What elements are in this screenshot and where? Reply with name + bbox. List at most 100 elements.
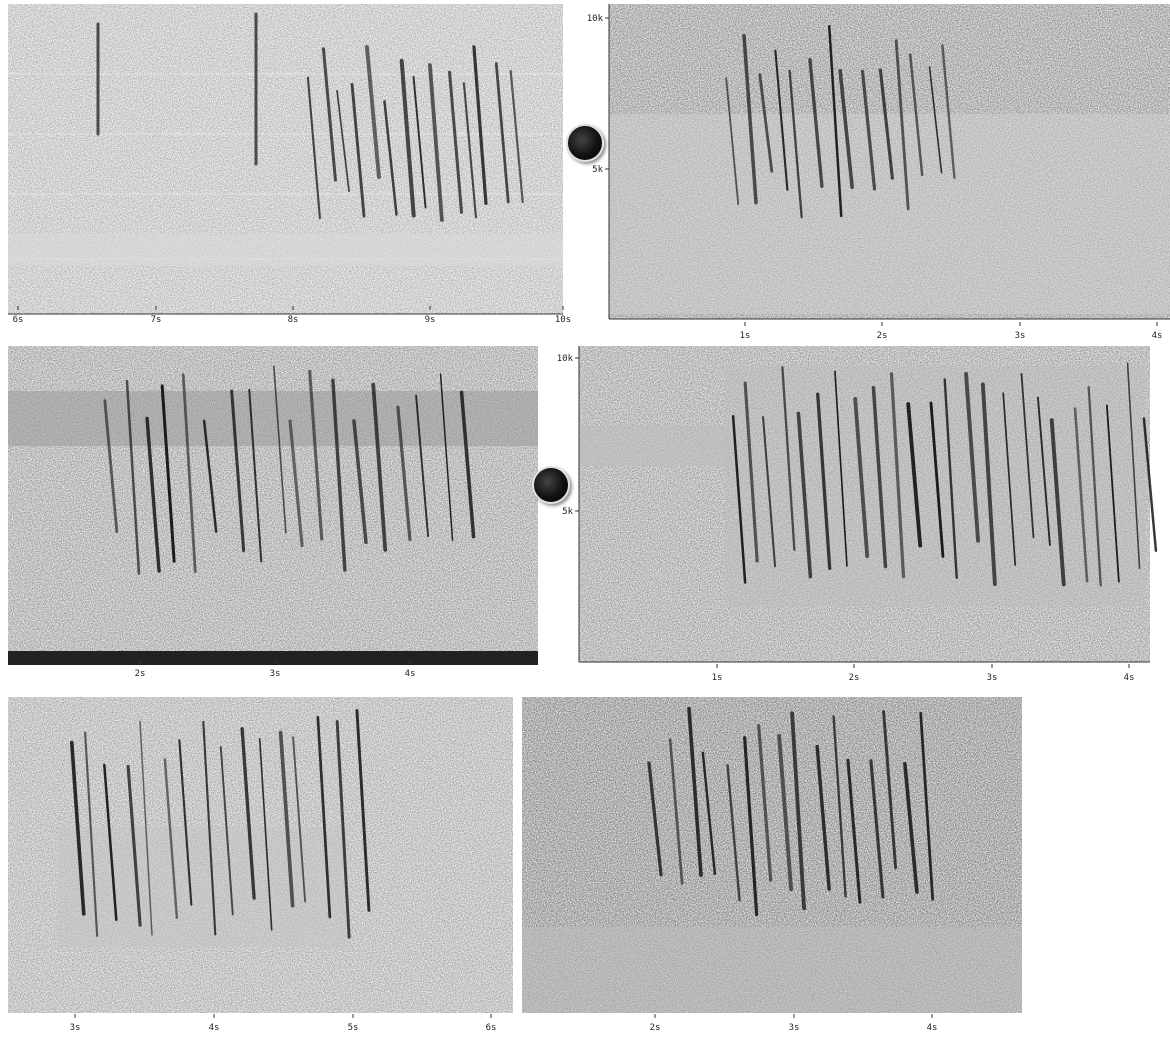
call-stroke: [832, 715, 847, 898]
call-stroke: [871, 385, 888, 569]
call-stroke: [878, 68, 894, 180]
x-tick-label: 6s: [13, 315, 24, 325]
play-button-1[interactable]: [566, 124, 604, 162]
call-stroke: [103, 763, 118, 922]
call-stroke: [448, 70, 464, 214]
call-stroke: [846, 758, 862, 904]
x-tick-label: 3s: [789, 1023, 800, 1033]
call-stroke: [439, 373, 454, 542]
call-stroke: [757, 723, 773, 882]
call-stroke: [906, 402, 923, 548]
call-stroke: [509, 69, 524, 204]
x-tick-label: 2s: [135, 669, 146, 679]
call-stroke: [202, 419, 218, 533]
call-stroke: [145, 416, 161, 573]
x-tick-label: 4s: [209, 1023, 220, 1033]
x-tick-label: 6s: [486, 1023, 497, 1033]
call-stroke: [69, 740, 86, 916]
call-stroke: [815, 744, 831, 891]
x-tick-label: 3s: [987, 673, 998, 683]
call-stroke: [248, 388, 263, 563]
call-stroke: [350, 82, 366, 218]
call-stroke: [316, 715, 332, 919]
call-stroke: [908, 53, 924, 177]
y-tick-label: 10k: [587, 14, 604, 24]
x-tick-label: 4s: [1152, 331, 1163, 341]
call-stroke: [364, 45, 381, 179]
call-stroke: [427, 63, 444, 222]
call-stroke: [943, 378, 958, 579]
spectrogram-panel-2: 10k 5k 1s 2s 3s 4s: [575, 4, 1170, 344]
call-stroke: [240, 727, 256, 900]
x-tick-label: 1s: [740, 331, 751, 341]
spectrogram-4: 10k 5k 1s 2s 3s 4s: [557, 346, 1158, 683]
call-stroke: [964, 372, 981, 543]
x-tick-label: 2s: [849, 673, 860, 683]
spectrogram-5: 3s 4s 5s 6s: [8, 697, 513, 1033]
call-stroke: [790, 711, 806, 911]
call-stroke: [774, 49, 789, 191]
spectrogram-panel-3: 2s 3s 4s: [8, 346, 538, 679]
call-stroke: [725, 77, 740, 206]
call-stroke: [163, 758, 179, 919]
spectrogram-panel-4: 10k 5k 1s 2s 3s 4s: [545, 346, 1158, 691]
call-stroke: [288, 419, 304, 548]
call-stroke: [980, 382, 997, 586]
call-stroke: [126, 764, 142, 927]
call-stroke: [758, 73, 774, 173]
call-stroke: [459, 390, 476, 539]
x-tick-label: 2s: [877, 331, 888, 341]
call-stroke: [181, 373, 197, 573]
call-stroke: [796, 411, 813, 579]
call-stroke: [827, 25, 843, 218]
call-stroke: [396, 405, 412, 542]
x-tick-label: 5s: [348, 1023, 359, 1033]
x-tick-label: 3s: [70, 1023, 81, 1033]
call-stroke: [882, 710, 898, 870]
call-stroke: [352, 419, 368, 545]
call-stroke: [647, 761, 663, 877]
call-stroke: [838, 69, 854, 189]
call-stroke: [941, 44, 956, 179]
call-stroke: [84, 731, 99, 937]
x-tick-label: 7s: [151, 315, 162, 325]
call-stroke: [178, 739, 193, 906]
call-stroke: [412, 75, 427, 209]
call-stroke: [103, 399, 119, 533]
call-stroke: [202, 720, 217, 936]
call-stroke: [1126, 362, 1141, 570]
call-stroke: [331, 378, 347, 572]
call-stroke: [321, 47, 337, 182]
call-stroke: [781, 366, 796, 552]
y-tick-label: 5k: [592, 165, 603, 175]
call-stroke: [292, 736, 306, 903]
call-stroke: [889, 372, 906, 579]
call-stroke: [869, 759, 885, 899]
x-tick-label: 4s: [405, 669, 416, 679]
call-stroke: [306, 76, 321, 220]
x-tick-label: 4s: [1124, 673, 1135, 683]
call-stroke: [1036, 396, 1051, 546]
x-tick-label: 8s: [288, 315, 299, 325]
call-stroke: [928, 66, 943, 174]
call-stroke: [1087, 386, 1102, 587]
call-stroke: [726, 764, 741, 902]
call-stroke: [139, 720, 153, 936]
call-stroke: [687, 706, 703, 877]
call-stroke: [399, 58, 416, 218]
x-tick-label: 1s: [712, 673, 723, 683]
call-stroke: [1020, 372, 1035, 539]
call-stroke: [273, 365, 287, 534]
call-stroke: [743, 736, 759, 917]
play-button-2[interactable]: [532, 466, 570, 504]
call-stroke: [701, 751, 717, 876]
call-stroke: [1105, 404, 1120, 583]
y-tick-label: 10k: [557, 354, 574, 364]
y-tick-label: 5k: [562, 507, 573, 517]
x-tick-label: 10s: [555, 315, 571, 325]
call-stroke: [462, 82, 477, 219]
call-stroke: [472, 45, 488, 205]
x-tick-label: 3s: [1015, 331, 1026, 341]
call-stroke: [335, 720, 351, 939]
call-stroke: [762, 416, 777, 568]
